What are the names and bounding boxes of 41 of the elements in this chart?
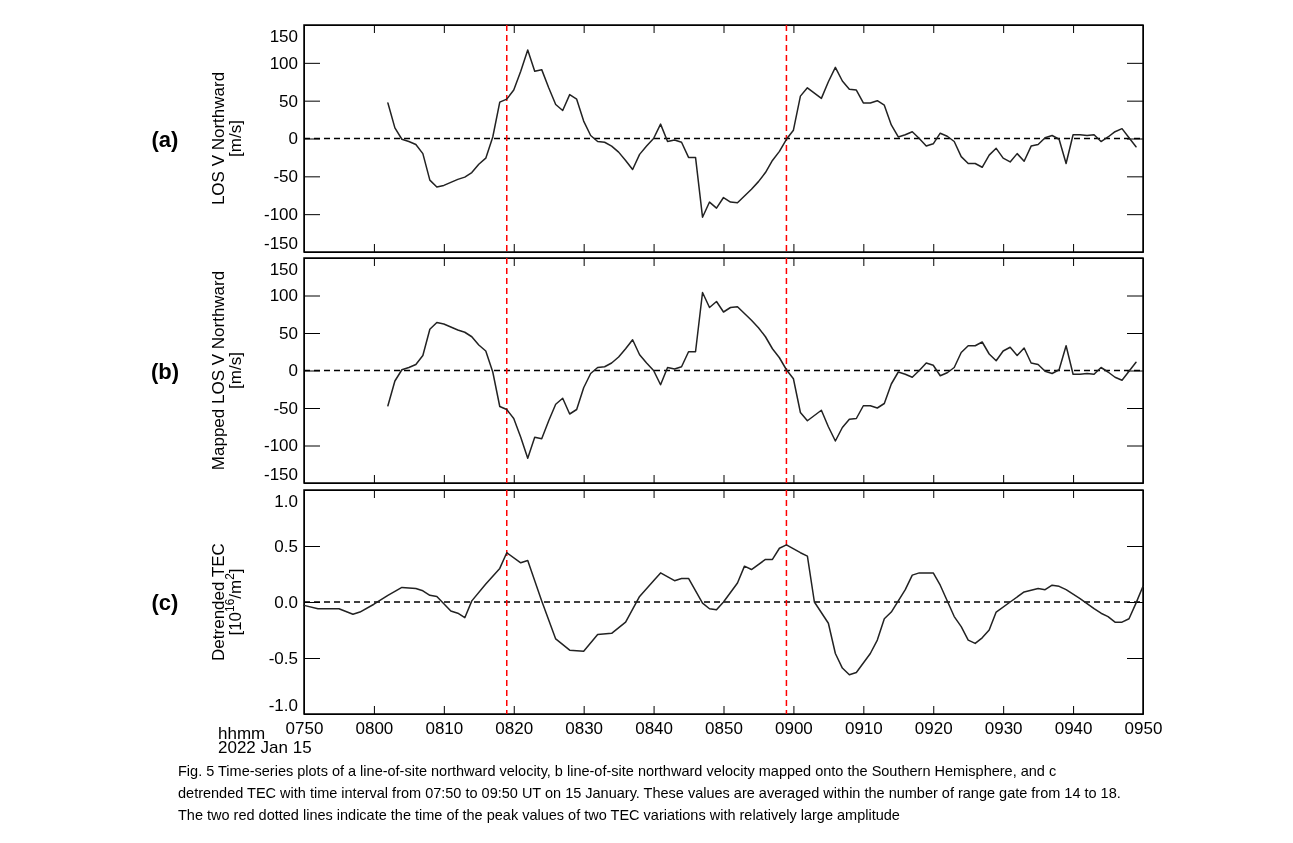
x-tick-label: 0850 (705, 719, 743, 739)
y-tick-label: 50 (279, 91, 298, 111)
y-tick-label: 150 (269, 259, 298, 279)
x-tick-label: 0830 (565, 719, 604, 739)
y-tick-label: 100 (269, 53, 298, 73)
y-tick-label: 0 (288, 361, 298, 381)
y-tick-label: -50 (273, 398, 298, 418)
text: detrended TEC with time interval from 07:50 to 09:50 UT on 15 January. These values are averaged within the number of range gate from 14 to 18. (178, 785, 1121, 801)
x-tick-label: 0920 (914, 719, 953, 739)
x-tick-label: 0900 (775, 719, 813, 739)
y-tick-label: -1.0 (268, 696, 298, 716)
text: (b) (150, 358, 180, 384)
x-tick-label: 0910 (844, 719, 883, 739)
y-tick-label: -100 (263, 436, 298, 456)
y-axis-title: LOS V Northward [m/s] (208, 71, 245, 206)
x-tick-label: 0800 (355, 719, 394, 739)
y-tick-label: 150 (269, 26, 298, 46)
y-tick-label: 1.0 (274, 491, 298, 511)
y-tick-label: 100 (269, 286, 298, 306)
x-tick-label: 0810 (425, 719, 464, 739)
text: The two red dotted lines indicate the time of the peak values of two TEC variations with relatively large amplitude (178, 807, 900, 823)
y-tick-label: -150 (263, 465, 298, 485)
y-tick-label: -100 (263, 205, 298, 225)
x-tick-label: 0940 (1054, 719, 1093, 739)
y-tick-label: 0 (288, 129, 298, 149)
x-tick-label: 0820 (495, 719, 534, 739)
y-tick-label: -0.5 (268, 648, 298, 668)
caption: Fig. 5 Time-series plots of a line-of-site northward velocity, b line-of-site northward velocity mapped onto the Southern Hemisphere, and c (178, 763, 1057, 779)
y-tick-label: -50 (273, 167, 298, 187)
y-tick-label: -150 (263, 234, 298, 254)
x-tick-label: 0750 (285, 719, 324, 739)
text: (c) (151, 590, 179, 615)
text: (a) (151, 126, 179, 152)
x-tick-label: 0950 (1124, 719, 1163, 739)
y-axis-title: Mapped LOS V Northward [m/s] (208, 270, 245, 471)
y-tick-label: 50 (279, 323, 298, 343)
y-tick-label: 0.5 (274, 536, 298, 556)
y-tick-label: 0.0 (274, 592, 298, 612)
text: 2022 Jan 15 (218, 738, 312, 757)
x-tick-label: 0930 (984, 719, 1023, 739)
x-tick-label: 0840 (635, 719, 673, 739)
